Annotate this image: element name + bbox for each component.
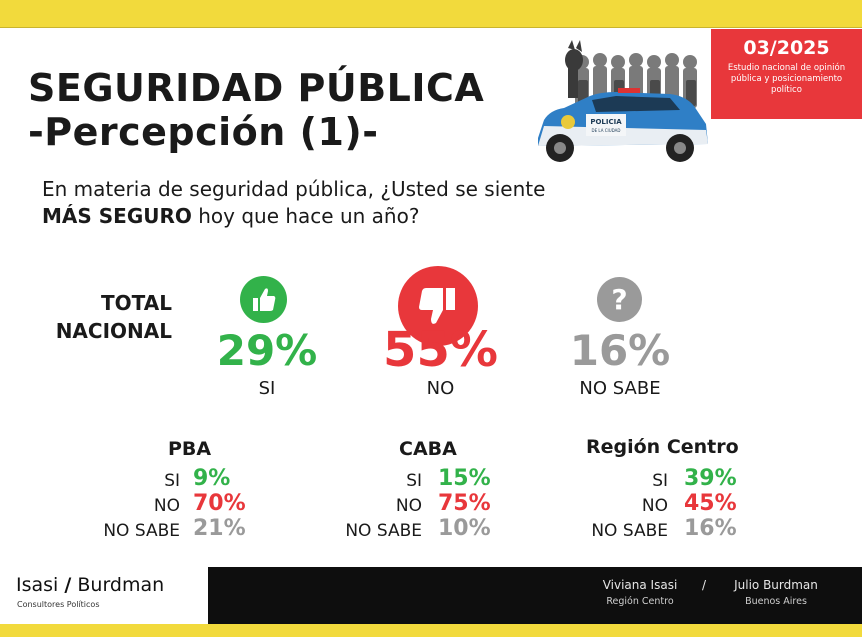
date-badge: 03/2025 Estudio nacional de opinión públ…: [711, 29, 862, 119]
question-line-2: MÁS SEGURO hoy que hace un año?: [42, 203, 545, 230]
logo-subtitle: Consultores Políticos: [17, 600, 100, 609]
police-illustration: POLICIA DE LA CIUDAD: [538, 40, 708, 162]
caba-no-value: 75%: [438, 491, 491, 516]
centro-ns-value: 16%: [684, 516, 737, 541]
logo-left: Isasi: [16, 574, 59, 596]
page-subtitle: -Percepción (1)-: [28, 110, 379, 154]
centro-si-value: 39%: [684, 466, 737, 491]
page-title: SEGURIDAD PÚBLICA: [28, 66, 485, 110]
footer-separator: /: [701, 578, 707, 592]
question-emphasis: MÁS SEGURO: [42, 204, 192, 228]
person1-name: Viviana Isasi: [602, 578, 678, 592]
pba-no-label: NO: [153, 496, 180, 516]
top-accent-bar: [0, 0, 862, 28]
bottom-accent-bar: [0, 624, 862, 637]
total-no-label: NO: [426, 378, 455, 399]
centro-si-label: SI: [652, 471, 668, 491]
caba-si-value: 15%: [438, 466, 491, 491]
total-ns-label: NO SABE: [579, 378, 661, 399]
brand-logo: Isasi / Burdman: [16, 574, 164, 596]
pba-no-value: 70%: [193, 491, 246, 516]
region-title-centro: Región Centro: [586, 436, 739, 458]
centro-no-value: 45%: [684, 491, 737, 516]
total-ns-percent: 16%: [569, 326, 671, 375]
total-label-line-2: NACIONAL: [55, 319, 172, 343]
person2-role: Buenos Aires: [745, 596, 807, 607]
logo-box: [0, 567, 208, 624]
centro-no-label: NO: [641, 496, 668, 516]
logo-separator: /: [64, 574, 72, 596]
thumbs-up-icon: [240, 276, 287, 323]
centro-ns-label: NO SABE: [591, 521, 668, 541]
logo-right: Burdman: [77, 574, 165, 596]
pba-ns-value: 21%: [193, 516, 246, 541]
question-line-1: En materia de seguridad pública, ¿Usted …: [42, 177, 546, 201]
survey-question: En materia de seguridad pública, ¿Usted …: [42, 176, 545, 230]
thumbs-down-icon: [398, 266, 478, 346]
caba-ns-label: NO SABE: [345, 521, 422, 541]
total-si-percent: 29%: [216, 326, 318, 375]
svg-text:DE LA CIUDAD: DE LA CIUDAD: [592, 128, 621, 133]
question-rest: hoy que hace un año?: [191, 204, 420, 228]
person2-name: Julio Burdman: [734, 578, 818, 592]
badge-description: Estudio nacional de opinión pública y po…: [727, 63, 846, 95]
svg-text:POLICIA: POLICIA: [590, 118, 622, 126]
total-si-label: SI: [258, 378, 276, 399]
caba-ns-value: 10%: [438, 516, 491, 541]
person1-role: Región Centro: [606, 596, 674, 607]
pba-si-label: SI: [164, 471, 180, 491]
caba-no-label: NO: [395, 496, 422, 516]
total-nacional-label: TOTAL NACIONAL: [40, 289, 172, 345]
pba-ns-label: NO SABE: [103, 521, 180, 541]
question-icon: ?: [597, 277, 642, 322]
pba-si-value: 9%: [193, 466, 231, 491]
region-title-pba: PBA: [168, 438, 212, 460]
region-title-caba: CABA: [399, 438, 457, 460]
badge-date: 03/2025: [743, 37, 830, 59]
total-no-percent: 55%: [383, 322, 498, 378]
total-label-line-1: TOTAL: [101, 291, 172, 315]
caba-si-label: SI: [406, 471, 422, 491]
